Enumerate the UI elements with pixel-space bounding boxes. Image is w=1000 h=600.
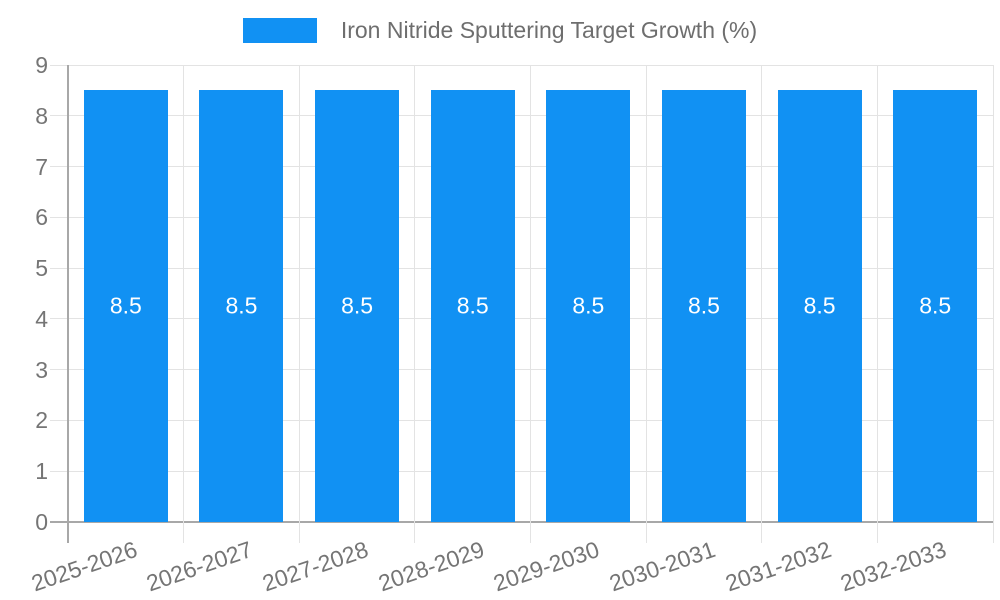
- v-gridline: [645, 65, 647, 543]
- h-gridline: [50, 318, 993, 320]
- h-gridline: [50, 267, 993, 269]
- x-axis-tick-label: 2025-2026: [27, 536, 141, 597]
- x-axis-tick-label: 2027-2028: [259, 536, 372, 597]
- x-axis-tick-label: 2028-2029: [374, 536, 488, 597]
- legend-label: Iron Nitride Sputtering Target Growth (%…: [340, 16, 758, 43]
- bar-value-label: 8.5: [109, 292, 142, 319]
- legend[interactable]: Iron Nitride Sputtering Target Growth (%…: [0, 16, 1000, 44]
- bar-value-label: 8.5: [803, 292, 836, 319]
- v-gridline: [530, 65, 531, 543]
- x-axis-tick-label: 2029-2030: [490, 536, 603, 597]
- h-gridline: [50, 216, 993, 218]
- x-axis-line: [50, 521, 993, 523]
- h-gridline: [50, 64, 993, 66]
- h-gridline: [50, 166, 993, 168]
- x-axis-tick-label: 2026-2027: [143, 536, 256, 597]
- h-gridline: [50, 115, 993, 117]
- x-axis-tick-label: 2030-2031: [605, 536, 719, 597]
- y-axis-tick-label: 2: [35, 407, 48, 434]
- bar-value-label: 8.5: [687, 292, 720, 319]
- bar[interactable]: 8.5: [430, 90, 515, 522]
- y-axis-tick-label: 4: [35, 305, 48, 332]
- y-axis-tick-label: 3: [35, 356, 48, 383]
- bar-value-label: 8.5: [919, 292, 952, 319]
- bar-value-label: 8.5: [341, 292, 374, 319]
- y-axis-tick-label: 7: [35, 153, 48, 180]
- x-axis-tick-label: 2031-2032: [721, 536, 835, 597]
- bar[interactable]: 8.5: [83, 90, 168, 522]
- h-gridline: [50, 470, 993, 472]
- bar-value-label: 8.5: [225, 292, 258, 319]
- y-axis-tick-label: 1: [35, 458, 48, 485]
- legend-swatch: [242, 17, 317, 43]
- y-axis-tick-label: 6: [35, 204, 48, 231]
- h-gridline: [50, 369, 993, 371]
- v-gridline: [876, 65, 878, 543]
- v-gridline: [761, 65, 763, 543]
- v-gridline: [414, 65, 416, 543]
- x-axis-tick-label: 2032-2033: [837, 536, 950, 597]
- bar-value-label: 8.5: [456, 292, 489, 319]
- v-gridline: [298, 65, 300, 543]
- bar[interactable]: 8.5: [661, 90, 746, 522]
- bar-value-label: 8.5: [572, 292, 605, 319]
- h-gridline: [50, 419, 993, 421]
- bar[interactable]: 8.5: [199, 90, 284, 522]
- bar[interactable]: 8.5: [777, 90, 862, 522]
- v-gridline: [183, 65, 185, 543]
- y-axis-tick-label: 0: [35, 509, 48, 535]
- y-axis-tick-label: 5: [35, 255, 48, 282]
- v-gridline: [992, 65, 994, 543]
- bar[interactable]: 8.5: [893, 90, 978, 522]
- bar[interactable]: 8.5: [315, 90, 400, 522]
- y-axis-tick-label: 8: [35, 102, 48, 129]
- y-axis-line: [67, 65, 69, 543]
- y-axis-tick-label: 9: [35, 52, 48, 78]
- bar[interactable]: 8.5: [546, 90, 631, 522]
